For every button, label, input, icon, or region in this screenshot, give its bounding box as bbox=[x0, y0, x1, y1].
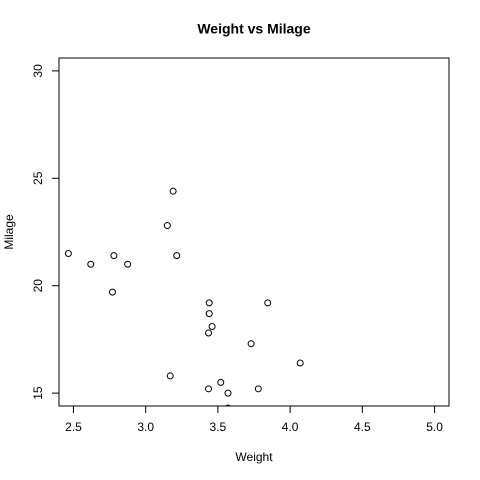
point bbox=[110, 252, 118, 260]
y-tick-label: 15 bbox=[31, 386, 45, 400]
point bbox=[208, 323, 216, 331]
plot-frame bbox=[58, 57, 450, 407]
point bbox=[108, 288, 116, 296]
points bbox=[64, 187, 304, 406]
point bbox=[224, 389, 232, 397]
point bbox=[225, 404, 231, 406]
y-tick-label: 20 bbox=[31, 279, 45, 293]
point bbox=[217, 378, 225, 386]
point bbox=[264, 299, 272, 307]
point bbox=[254, 385, 262, 393]
x-tick-label: 4.0 bbox=[282, 420, 299, 434]
point bbox=[296, 359, 304, 367]
point bbox=[64, 249, 72, 257]
point bbox=[166, 372, 174, 380]
point bbox=[205, 329, 212, 337]
point bbox=[205, 385, 212, 393]
y-tick-label: 30 bbox=[31, 64, 45, 78]
point bbox=[87, 260, 95, 268]
point bbox=[163, 222, 171, 230]
x-tick-label: 3.0 bbox=[137, 420, 154, 434]
x-tick-label: 2.5 bbox=[65, 420, 82, 434]
point bbox=[205, 299, 213, 307]
x-tick-label: 4.5 bbox=[354, 420, 371, 434]
y-axis-label: Milage bbox=[2, 214, 16, 250]
chart-title: Weight vs Milage bbox=[197, 21, 311, 37]
point bbox=[247, 340, 255, 348]
x-tick-label: 5.0 bbox=[426, 420, 443, 434]
x-axis-label: Weight bbox=[235, 450, 273, 464]
point bbox=[173, 252, 181, 260]
point bbox=[205, 310, 213, 318]
x-tick-label: 3.5 bbox=[210, 420, 227, 434]
point bbox=[169, 187, 177, 195]
point bbox=[124, 260, 132, 268]
y-tick-label: 25 bbox=[31, 171, 45, 185]
